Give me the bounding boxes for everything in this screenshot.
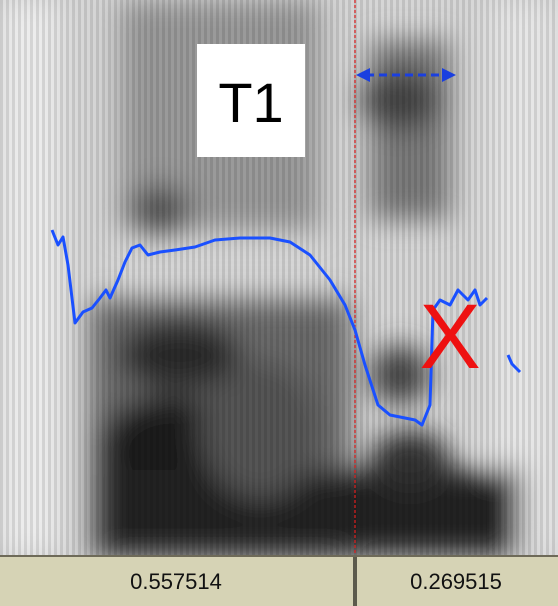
duration-bar: 0.557514 0.269515 — [0, 555, 558, 606]
duration-cell[interactable] — [357, 557, 558, 606]
tone-label: T1 — [218, 71, 283, 134]
duration-label: 0.557514 — [130, 569, 222, 594]
duration-cell[interactable] — [0, 557, 353, 606]
duration-label: 0.269515 — [410, 569, 502, 594]
x-mark: X — [419, 286, 480, 388]
pitch-contour — [50, 229, 522, 427]
label-box — [197, 44, 305, 157]
interval-arrow — [356, 68, 456, 82]
